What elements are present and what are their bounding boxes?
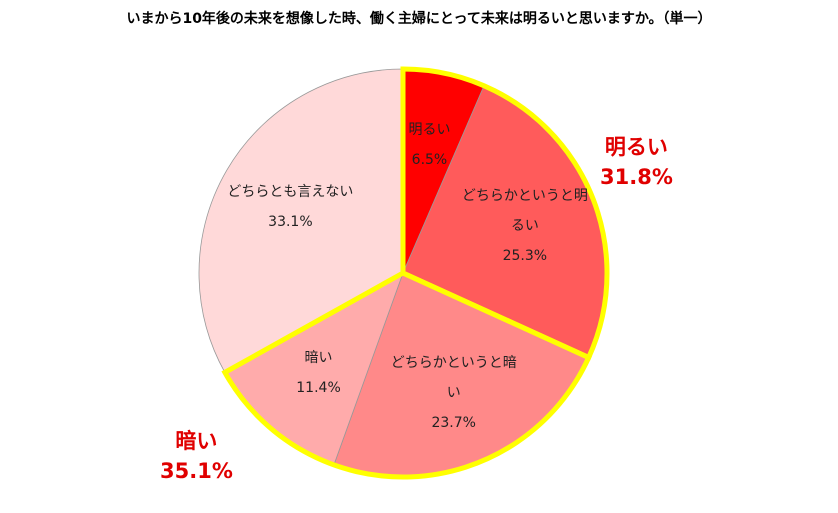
slice-value: 23.7% [431,415,476,432]
group-outline [400,66,610,361]
slice-category: どちらかというと暗い [390,355,517,402]
slice-label: 明るい 6.5% [365,115,493,175]
slice-category: 暗い [304,349,333,366]
slice-category: どちらかというと明るい [461,188,588,235]
slice-value: 11.4% [296,379,341,396]
group-label: 明るい [604,135,668,159]
slice-label: どちらかというと暗い 23.7% [390,348,518,438]
group-annotation: 暗い 35.1% [160,426,233,486]
group-annotation: 明るい 31.8% [600,132,673,192]
slice-value: 6.5% [411,152,448,169]
chart-title: いまから10年後の未来を想像した時、働く主婦にとって未来は明るいと思いますか。（… [126,11,712,27]
slice-label: どちらかというと明るい 25.3% [461,181,589,271]
slice-category: どちらとも言えない [227,183,354,200]
slice-value: 25.3% [502,248,548,265]
group-outline [221,270,592,480]
group-value: 35.1% [160,459,233,483]
group-value: 31.8% [600,165,673,189]
slice-value: 33.1% [268,213,313,230]
group-label: 暗い [175,429,218,453]
slice-label: 暗い 11.4% [255,343,383,403]
slice-category: 明るい [408,122,451,139]
slice-label: どちらとも言えない 33.1% [226,177,354,237]
pie-slice [198,68,404,373]
